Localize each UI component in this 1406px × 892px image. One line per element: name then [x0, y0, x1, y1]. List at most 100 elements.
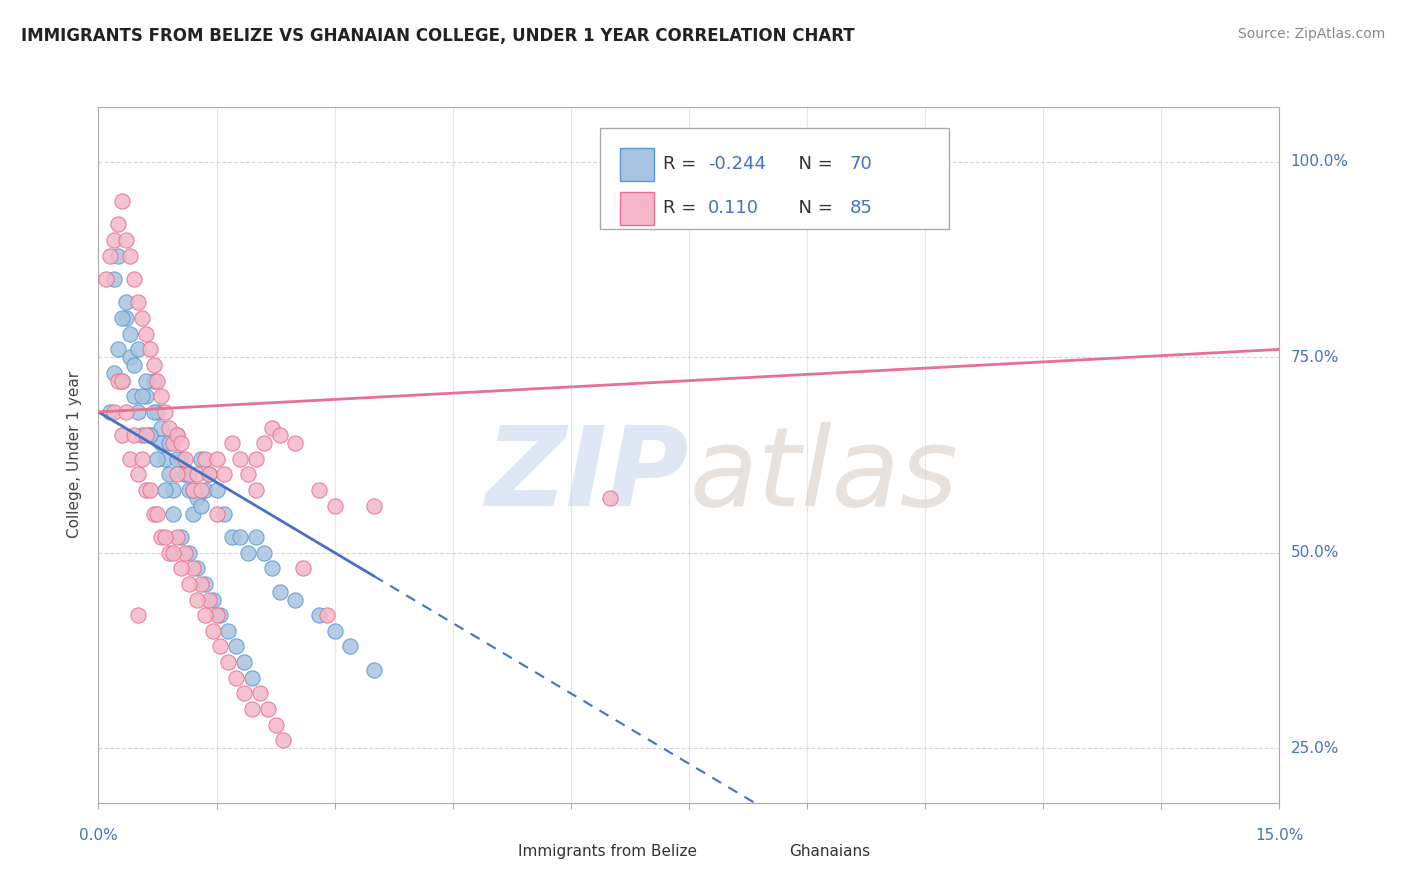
Point [146, 405, 169, 419]
Point [284, 436, 307, 450]
Point [118, 451, 141, 466]
Point [236, 546, 259, 560]
Point [214, 467, 236, 482]
Point [135, 428, 157, 442]
Point [150, 389, 173, 403]
Text: 75.0%: 75.0% [1291, 350, 1339, 365]
Point [205, 483, 228, 497]
Point [205, 451, 228, 466]
Text: 85: 85 [849, 200, 873, 218]
Point [339, 640, 361, 654]
Point [197, 467, 219, 482]
Point [166, 451, 188, 466]
Text: 0.110: 0.110 [707, 200, 759, 218]
Point [111, 374, 134, 388]
Text: 15.0%: 15.0% [1256, 828, 1303, 843]
Point [115, 405, 138, 419]
Point [96, 272, 118, 286]
Point [166, 428, 188, 442]
Point [201, 592, 224, 607]
Point [174, 546, 197, 560]
Point [166, 428, 188, 442]
Point [162, 507, 184, 521]
Point [127, 295, 149, 310]
Point [240, 671, 263, 685]
Point [107, 374, 129, 388]
Point [190, 483, 212, 497]
Point [186, 467, 208, 482]
Point [186, 561, 208, 575]
Point [118, 249, 141, 263]
Point [209, 608, 232, 623]
Point [170, 530, 193, 544]
Point [107, 343, 129, 357]
Point [146, 374, 169, 388]
Point [127, 467, 149, 482]
Point [240, 702, 263, 716]
Point [221, 530, 243, 544]
Point [177, 467, 200, 482]
Point [162, 436, 184, 450]
Point [308, 483, 330, 497]
Point [197, 467, 219, 482]
Point [127, 343, 149, 357]
Text: IMMIGRANTS FROM BELIZE VS GHANAIAN COLLEGE, UNDER 1 YEAR CORRELATION CHART: IMMIGRANTS FROM BELIZE VS GHANAIAN COLLE… [21, 27, 855, 45]
Point [103, 272, 125, 286]
Point [118, 350, 141, 364]
Point [245, 530, 267, 544]
Point [181, 483, 204, 497]
Point [157, 546, 180, 560]
Point [217, 624, 239, 638]
Point [107, 217, 129, 231]
Point [284, 592, 307, 607]
Point [264, 717, 287, 731]
Point [157, 467, 180, 482]
Y-axis label: College, Under 1 year: College, Under 1 year [67, 371, 83, 539]
Point [138, 483, 160, 497]
Text: 0.0%: 0.0% [79, 828, 118, 843]
Point [201, 624, 224, 638]
Text: N =: N = [787, 200, 838, 218]
Point [186, 592, 208, 607]
Point [190, 499, 212, 513]
Point [98, 405, 121, 419]
Text: 70: 70 [849, 155, 872, 173]
Point [131, 389, 153, 403]
Text: ZIP: ZIP [485, 422, 689, 529]
Point [111, 311, 134, 326]
Text: -0.244: -0.244 [707, 155, 766, 173]
Point [194, 483, 217, 497]
Point [111, 374, 134, 388]
Text: Ghanaians: Ghanaians [789, 844, 870, 859]
Point [253, 546, 276, 560]
Point [98, 249, 121, 263]
Point [363, 499, 385, 513]
Point [315, 608, 337, 623]
Point [269, 584, 291, 599]
Point [131, 451, 153, 466]
Point [260, 561, 283, 575]
Point [150, 420, 173, 434]
Text: Immigrants from Belize: Immigrants from Belize [517, 844, 697, 859]
Point [150, 530, 173, 544]
Text: 50.0%: 50.0% [1291, 545, 1339, 560]
Point [155, 483, 177, 497]
Bar [620, 192, 654, 225]
Point [363, 663, 385, 677]
Bar [748, 842, 782, 869]
Point [170, 451, 193, 466]
Text: atlas: atlas [689, 422, 957, 529]
Point [142, 374, 165, 388]
Point [245, 483, 267, 497]
Point [174, 451, 197, 466]
Point [122, 358, 145, 372]
Point [190, 577, 212, 591]
Point [233, 655, 256, 669]
Point [186, 491, 208, 505]
Point [229, 451, 252, 466]
Bar [620, 147, 654, 181]
Point [256, 702, 278, 716]
Point [155, 405, 177, 419]
Point [103, 405, 125, 419]
Point [170, 561, 193, 575]
